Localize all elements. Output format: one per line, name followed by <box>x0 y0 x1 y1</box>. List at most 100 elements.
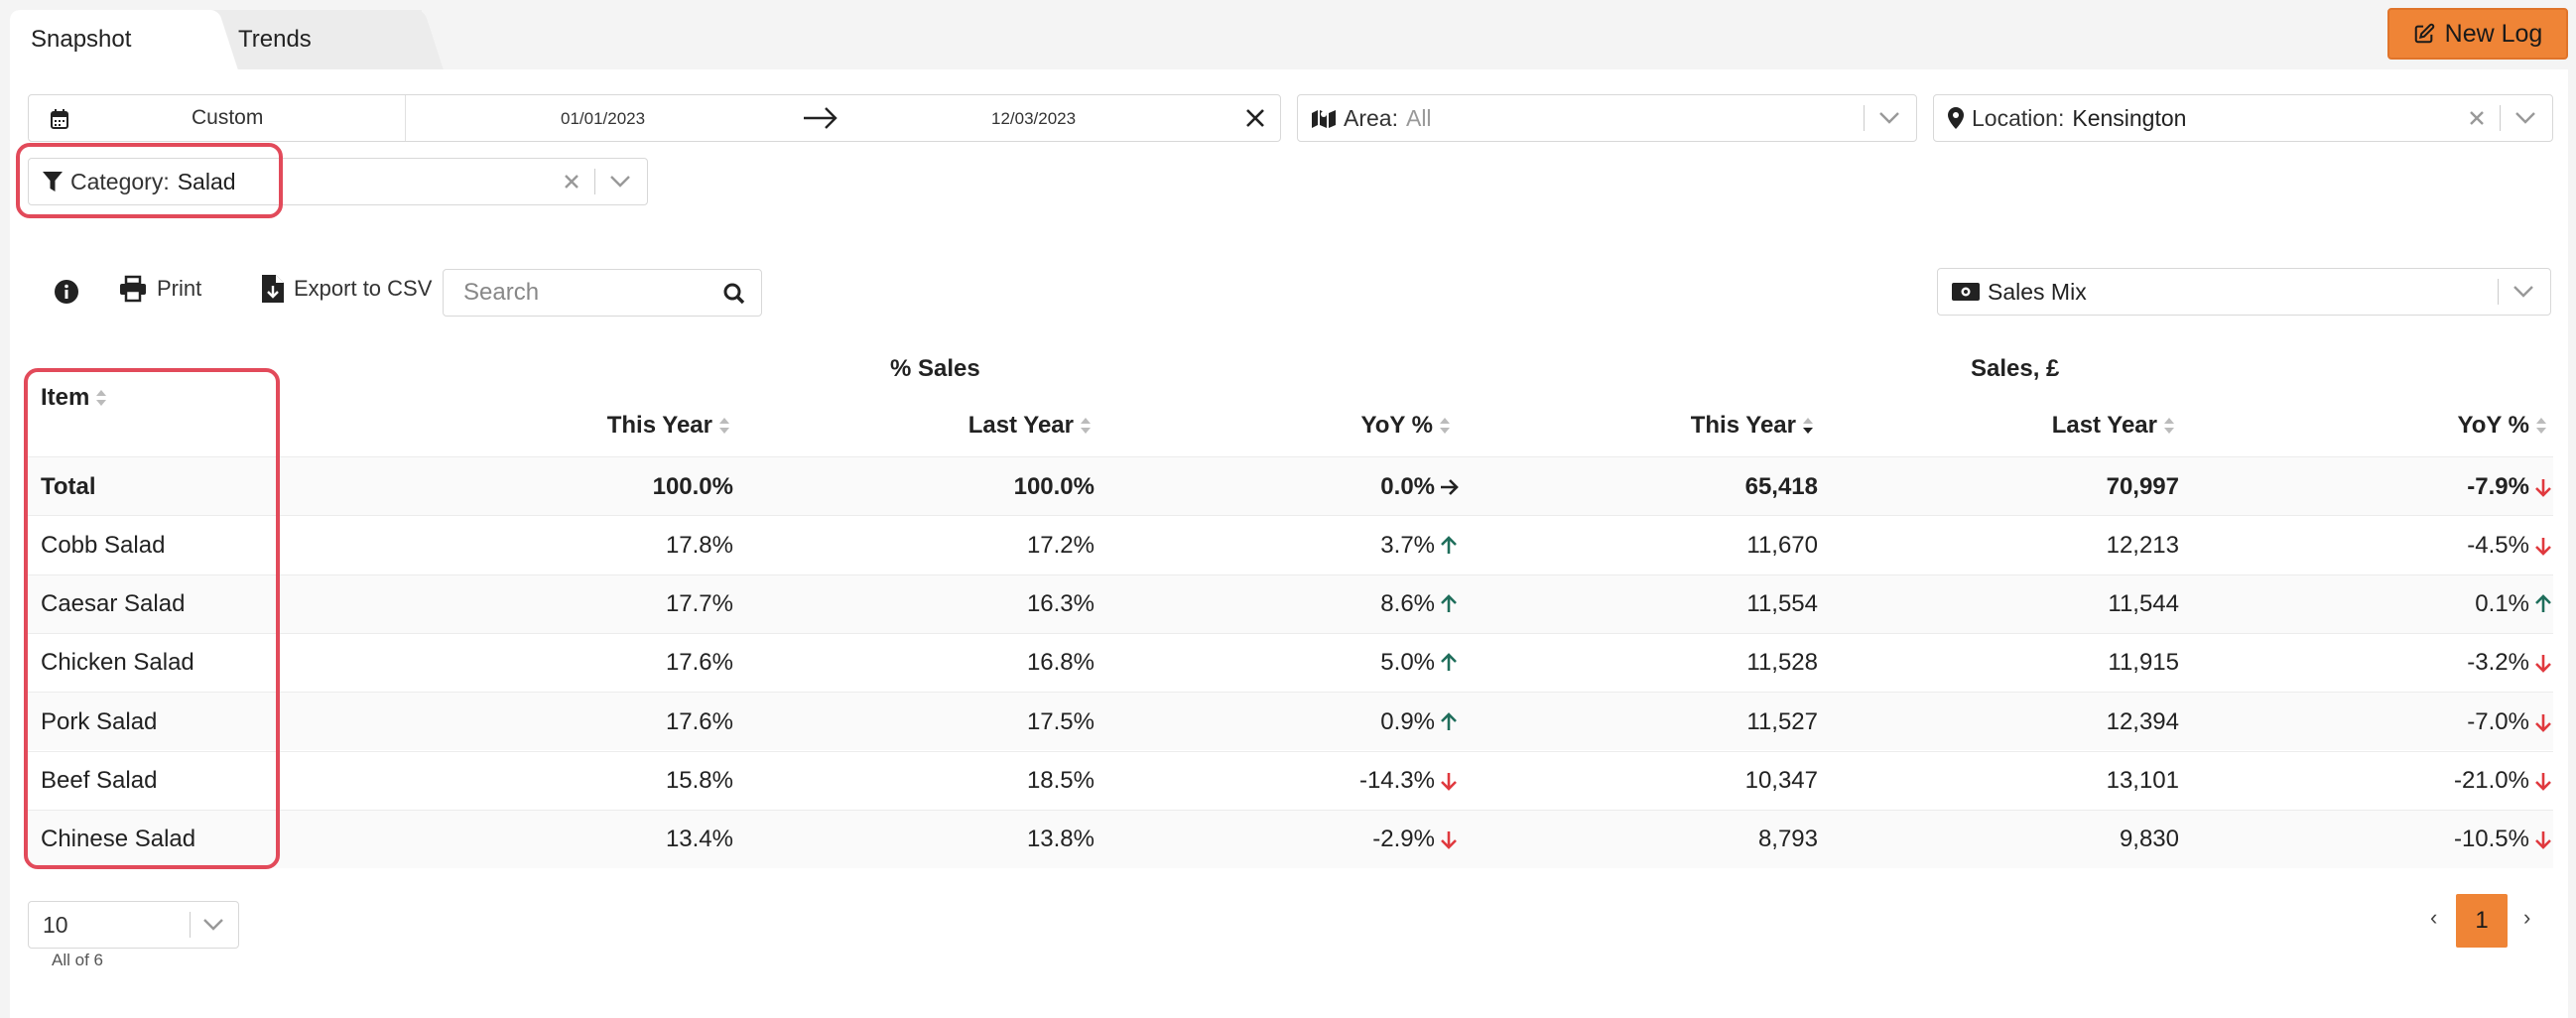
sales-yoy-cell: -7.0% <box>2255 693 2553 751</box>
arrow-up-icon <box>1439 653 1459 673</box>
pct-last-year-cell: 100.0% <box>1013 472 1095 500</box>
tab-snapshot[interactable]: Snapshot <box>10 10 208 69</box>
pct-last-year-cell: 16.3% <box>1026 590 1095 618</box>
item-cell: Beef Salad <box>41 767 158 794</box>
item-cell: Pork Salad <box>41 707 158 735</box>
location-label: Location: <box>1972 104 2065 131</box>
chevron-down-icon[interactable] <box>1878 111 1900 125</box>
new-log-button[interactable]: New Log <box>2387 8 2568 60</box>
pct-yoy-value: 0.9% <box>1380 707 1435 735</box>
column-header-sales-yoy[interactable]: YoY % <box>2458 412 2547 440</box>
search-input[interactable] <box>444 270 702 316</box>
table-row: Cobb Salad 17.8% 17.2% 3.7% 11,670 12,213 -4.5… <box>28 515 2553 573</box>
category-select[interactable]: Category: Salad <box>28 158 648 205</box>
table-row: Beef Salad 15.8% 18.5% -14.3% 10,347 13,101 -2… <box>28 750 2553 810</box>
date-preset-select[interactable]: Custom <box>29 95 406 141</box>
calendar-icon <box>51 109 68 129</box>
category-value: Salad <box>177 168 236 194</box>
column-header-sales-this-year[interactable]: This Year <box>1691 412 1814 440</box>
page-1-button[interactable]: 1 <box>2456 894 2508 948</box>
column-header-label: This Year <box>606 412 712 439</box>
item-cell: Chinese Salad <box>41 826 196 853</box>
previous-page-button[interactable]: ‹ <box>2430 905 2438 930</box>
sales-yoy-value: -7.9% <box>2467 472 2529 500</box>
column-header-pct-this-year[interactable]: This Year <box>607 412 730 440</box>
pagination-summary: All of 6 <box>52 951 103 969</box>
chevron-down-icon[interactable] <box>202 918 224 932</box>
group-header-sales: Sales, £ <box>1971 355 2060 382</box>
area-select[interactable]: Area: All <box>1297 94 1917 142</box>
column-header-sales-last-year[interactable]: Last Year <box>2052 412 2175 440</box>
column-header-label: This Year <box>1690 412 1796 439</box>
info-button[interactable] <box>54 279 79 305</box>
export-csv-button[interactable]: Export to CSV <box>262 275 432 303</box>
arrow-up-icon <box>2533 594 2553 614</box>
column-header-item[interactable]: Item <box>41 384 107 412</box>
arrow-right-icon <box>804 107 837 129</box>
sales-yoy-cell: -7.9% <box>2255 457 2553 516</box>
search-icon[interactable] <box>723 283 745 305</box>
printer-icon <box>120 275 146 303</box>
sales-this-year-cell: 11,554 <box>1746 590 1818 618</box>
new-log-label: New Log <box>2444 19 2543 48</box>
chevron-down-icon[interactable] <box>2514 111 2536 125</box>
item-cell: Cobb Salad <box>41 531 166 559</box>
view-select[interactable]: Sales Mix <box>1937 268 2551 316</box>
pct-this-year-cell: 100.0% <box>652 472 733 500</box>
column-header-pct-last-year[interactable]: Last Year <box>968 412 1092 440</box>
filter-icon <box>43 172 63 191</box>
sort-icon <box>1439 417 1451 435</box>
sales-last-year-cell: 11,544 <box>2108 590 2179 618</box>
column-header-label: Last Year <box>967 412 1074 439</box>
table-row: Chicken Salad 17.6% 16.8% 5.0% 11,528 11,915 -… <box>28 632 2553 693</box>
arrow-right-icon <box>1439 477 1459 497</box>
pct-last-year-cell: 18.5% <box>1026 767 1095 794</box>
category-label: Category: <box>70 168 170 194</box>
pct-yoy-cell: 0.0% <box>1161 457 1459 516</box>
date-range-picker[interactable]: Custom 01/01/2023 12/03/2023 <box>28 94 1281 142</box>
table-row: Caesar Salad 17.7% 16.3% 8.6% 11,554 11,544 0.… <box>28 573 2553 634</box>
pct-yoy-cell: -2.9% <box>1161 811 1459 869</box>
sort-icon <box>718 417 730 435</box>
page-size-select[interactable]: 10 <box>28 901 239 949</box>
location-select[interactable]: Location: Kensington <box>1933 94 2553 142</box>
next-page-button[interactable]: › <box>2523 905 2531 930</box>
arrow-down-icon <box>2533 771 2553 791</box>
pct-this-year-cell: 17.6% <box>665 649 733 677</box>
sales-this-year-cell: 11,528 <box>1746 649 1818 677</box>
info-icon <box>55 280 78 304</box>
location-value: Kensington <box>2072 104 2187 131</box>
pct-yoy-value: 3.7% <box>1380 531 1435 559</box>
pct-yoy-cell: 8.6% <box>1161 575 1459 634</box>
sales-yoy-value: -10.5% <box>2453 826 2529 853</box>
money-icon <box>1952 283 1980 301</box>
divider <box>594 169 595 194</box>
tab-snapshot-label: Snapshot <box>31 26 132 53</box>
pct-this-year-cell: 17.6% <box>665 707 733 735</box>
column-header-item-label: Item <box>41 384 90 411</box>
print-button[interactable]: Print <box>119 275 201 303</box>
sales-last-year-cell: 12,213 <box>2106 531 2179 559</box>
sort-icon <box>2163 417 2175 435</box>
arrow-down-icon <box>2533 477 2553 497</box>
tab-trends[interactable]: Trends <box>208 10 422 69</box>
sales-yoy-cell: -3.2% <box>2255 634 2553 693</box>
sales-last-year-cell: 12,394 <box>2106 707 2179 735</box>
date-start-input[interactable]: 01/01/2023 <box>561 109 646 128</box>
column-header-pct-yoy[interactable]: YoY % <box>1361 412 1451 440</box>
clear-location-icon[interactable] <box>2468 109 2486 127</box>
arrow-down-icon <box>1439 771 1459 791</box>
pct-this-year-cell: 17.7% <box>665 590 733 618</box>
map-icon <box>1312 108 1336 128</box>
view-select-value: Sales Mix <box>1988 278 2087 305</box>
pct-yoy-cell: 5.0% <box>1161 634 1459 693</box>
clear-category-icon[interactable] <box>563 173 580 191</box>
chevron-down-icon[interactable] <box>2512 285 2534 299</box>
clear-date-icon[interactable] <box>1244 107 1266 129</box>
date-end-input[interactable]: 12/03/2023 <box>991 109 1077 128</box>
sales-yoy-value: -7.0% <box>2467 707 2529 735</box>
chevron-down-icon[interactable] <box>609 175 631 189</box>
pct-this-year-cell: 13.4% <box>665 826 733 853</box>
sort-icon <box>95 389 107 407</box>
divider <box>190 912 191 938</box>
